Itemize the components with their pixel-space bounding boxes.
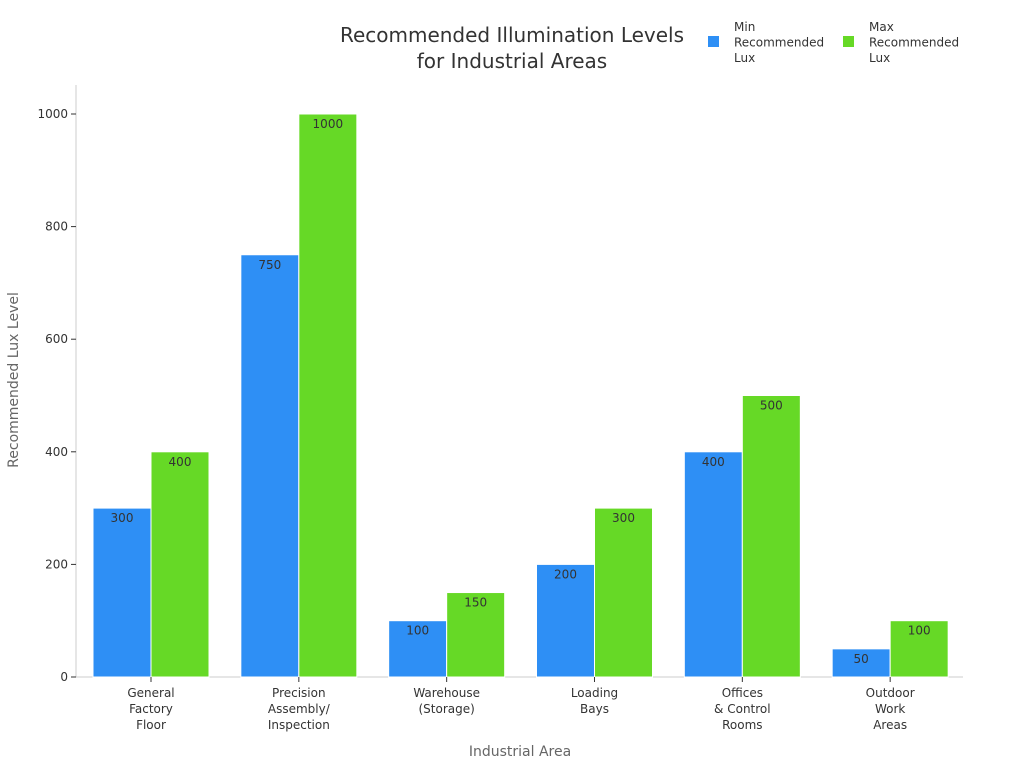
bar (889, 620, 949, 678)
legend-label: Max (869, 20, 894, 34)
bar (92, 507, 152, 678)
x-tick-label-line: (Storage) (419, 702, 475, 716)
x-tick-label-line: Outdoor (866, 686, 915, 700)
x-tick-label: Warehouse (Storage) (413, 686, 480, 716)
legend-label: Recommended (869, 36, 959, 50)
bar-value-label: 200 (554, 567, 577, 581)
bar-value-label: 400 (702, 455, 725, 469)
x-tick-label-line: General (127, 686, 174, 700)
y-tick-label: 600 (45, 332, 68, 346)
x-tick-label: Loading Bays (571, 686, 618, 716)
bar (446, 592, 506, 678)
bar-value-label: 750 (258, 258, 281, 272)
bar (741, 395, 801, 678)
bars: 300 400 750 1000 100 150 200 300 400 500 50 100 (92, 113, 949, 678)
x-tick-label-line: Factory (129, 702, 173, 716)
bar-value-label: 400 (169, 455, 192, 469)
legend-label: Min (734, 20, 755, 34)
legend-swatch (843, 36, 854, 47)
bar-value-label: 100 (406, 624, 429, 638)
x-tick-label: Precision Assembly/Inspection (268, 686, 331, 732)
x-tick-label-line: Bays (580, 702, 609, 716)
x-tick-label-line: Areas (873, 718, 907, 732)
x-tick-label: General Factory Floor (127, 686, 174, 732)
bar (150, 451, 210, 678)
legend-label: Lux (869, 51, 890, 65)
axes: 0 200 400 600 800 1000 (37, 85, 963, 684)
bar-value-label: 150 (464, 596, 487, 610)
x-tick-label-line: Inspection (268, 718, 330, 732)
bar-value-label: 1000 (313, 117, 344, 131)
x-tick-label-line: Floor (136, 718, 166, 732)
bar-value-label: 50 (854, 652, 869, 666)
bar (683, 451, 743, 678)
bar (831, 648, 891, 678)
chart-title-line: Recommended Illumination Levels (340, 23, 684, 47)
bar (594, 507, 653, 678)
legend-swatch (708, 36, 719, 47)
x-tick-label-line: Loading (571, 686, 618, 700)
y-tick-label: 1000 (37, 107, 68, 121)
x-tick-label-line: & Control (714, 702, 771, 716)
y-tick-label: 800 (45, 220, 68, 234)
x-tick-label-line: Offices (722, 686, 763, 700)
bar (298, 113, 358, 678)
x-tick-label-line: Rooms (722, 718, 762, 732)
y-axis-title: Recommended Lux Level (6, 292, 22, 468)
x-tick-label-line: Warehouse (413, 686, 480, 700)
x-tick-label-line: Assembly/ (268, 702, 331, 716)
y-tick-label: 200 (45, 557, 68, 571)
legend-label: Recommended (734, 36, 824, 50)
bar-value-label: 300 (111, 511, 134, 525)
bar-value-label: 500 (760, 399, 783, 413)
x-tick-label: Outdoor Work Areas (866, 686, 915, 732)
legend-label: Lux (734, 51, 755, 65)
y-tick-label: 400 (45, 445, 68, 459)
x-tick-label-line: Work (875, 702, 905, 716)
x-tick-label-line: Precision (272, 686, 326, 700)
bar (240, 254, 300, 678)
x-tick-label: Offices & Control Rooms (714, 686, 771, 732)
y-tick-label: 0 (60, 670, 68, 684)
bar-value-label: 100 (908, 624, 931, 638)
bar-value-label: 300 (612, 511, 635, 525)
x-tick-labels: General Factory Floor Precision Assembly/Ins… (127, 677, 915, 732)
x-axis-title: Industrial Area (469, 744, 571, 760)
chart-title-line: for Industrial Areas (417, 49, 607, 73)
